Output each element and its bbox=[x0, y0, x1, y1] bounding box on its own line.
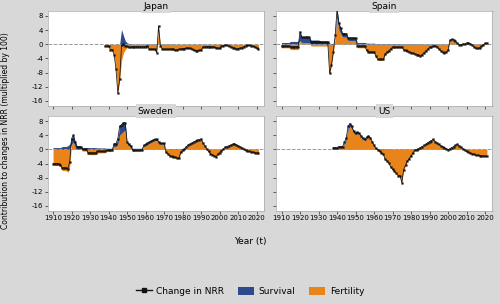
Title: Sweden: Sweden bbox=[138, 107, 173, 116]
Title: US: US bbox=[378, 107, 390, 116]
Title: Japan: Japan bbox=[143, 2, 169, 11]
Text: Contribution to changes in NRR (multiplied by 100): Contribution to changes in NRR (multipli… bbox=[2, 32, 11, 229]
Text: Year (t): Year (t) bbox=[234, 237, 266, 246]
Legend: Change in NRR, Survival, Fertility: Change in NRR, Survival, Fertility bbox=[132, 283, 368, 299]
Title: Spain: Spain bbox=[372, 2, 397, 11]
